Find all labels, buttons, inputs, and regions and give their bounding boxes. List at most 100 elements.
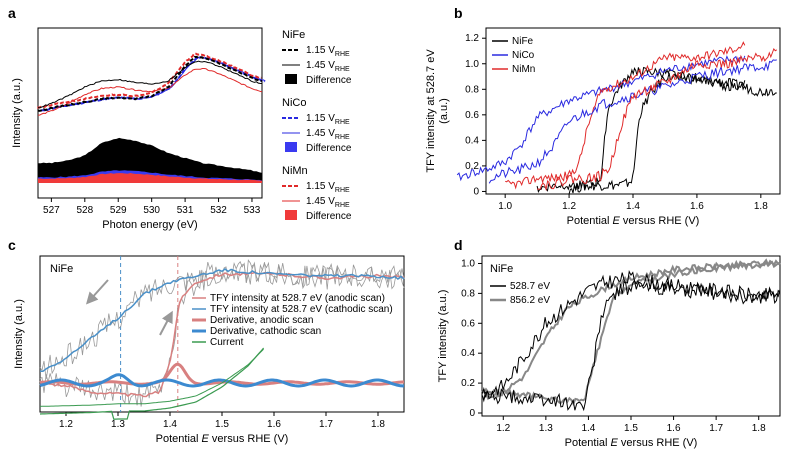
panel-b-ytick-label: 1.0 xyxy=(465,59,479,70)
panel-d-ylabel: TFY intensity (a.u.) xyxy=(437,290,449,383)
panel-b-xtick-label: 1.8 xyxy=(754,201,768,212)
panel-c-arrow-anodic xyxy=(159,310,173,336)
panel-c-legend-label: TFY intensity at 528.7 eV (anodic scan) xyxy=(210,293,385,304)
panel-a-legend-label: Difference xyxy=(306,143,352,154)
panel-b-letter: b xyxy=(454,5,463,21)
panel-d-xtick-label: 1.8 xyxy=(752,423,766,434)
panel-b-xtick-label: 1.4 xyxy=(626,201,640,212)
panel-c-ylabel: Intensity (a.u.) xyxy=(13,299,25,369)
panel-d-xtick-label: 1.4 xyxy=(581,423,595,434)
panel-a-letter: a xyxy=(8,5,16,21)
panel-a-xtick-label: 531 xyxy=(177,205,194,216)
panel-d-xtick-label: 1.2 xyxy=(496,423,510,434)
panel-a-nife-145 xyxy=(37,60,263,109)
panel-c-deriv-cathodic xyxy=(39,373,405,388)
panel-a-legend-label: 1.15 VRHE xyxy=(306,45,350,58)
panel-a-nimn-115 xyxy=(37,52,262,109)
panel-c-legend-label: Derivative, anodic scan xyxy=(210,315,313,326)
panel-d-ytick-label: 0.2 xyxy=(461,378,475,389)
panel-d-letter: d xyxy=(454,237,463,253)
panel-a-legend-group: NiFe xyxy=(282,29,305,41)
panel-a-xtick-label: 532 xyxy=(210,205,227,216)
panel-a-xtick-label: 530 xyxy=(143,205,160,216)
panel-a-legend-swatch xyxy=(285,74,297,84)
panel-a-xtick-label: 533 xyxy=(244,205,261,216)
panel-d-xtick-label: 1.3 xyxy=(539,423,553,434)
panel-b-ytick-label: 1.2 xyxy=(465,33,479,44)
panel-a-legend-label: 1.45 VRHE xyxy=(306,60,350,73)
panel-c-xtick-label: 1.6 xyxy=(267,419,281,430)
panel-c-xtick-label: 1.3 xyxy=(111,419,125,430)
panel-a-nife-115 xyxy=(37,55,263,112)
panel-b-ytick-label: 0.6 xyxy=(465,110,479,121)
panel-b-legend-label: NiMn xyxy=(512,64,535,75)
panel-b-series xyxy=(568,71,777,195)
panel-c-sample: NiFe xyxy=(50,263,73,275)
panel-a-xlabel: Photon energy (eV) xyxy=(102,219,197,231)
panel-a-xtick-label: 528 xyxy=(76,205,93,216)
panel-a-legend-swatch xyxy=(285,210,297,220)
panel-c-legend-label: TFY intensity at 528.7 eV (cathodic scan… xyxy=(210,304,393,315)
panel-c-xtick-label: 1.4 xyxy=(163,419,177,430)
panel-a-legend-label: Difference xyxy=(306,211,352,222)
panel-d-xlabel: Potential E versus RHE (V) xyxy=(565,437,698,449)
panel-a-legend-label: 1.45 VRHE xyxy=(306,196,350,209)
panel-a-xtick-label: 527 xyxy=(43,205,60,216)
panel-a-legend-swatch xyxy=(285,142,297,152)
panel-c-xtick-label: 1.7 xyxy=(319,419,333,430)
panel-b-ylabel: TFY intensity at 528.7 eV xyxy=(425,49,437,173)
panel-b-ytick-label: 0.8 xyxy=(465,84,479,95)
panel-c-legend-label: Current xyxy=(210,337,244,348)
panel-c-xtick-label: 1.8 xyxy=(371,419,385,430)
panel-b-xtick-label: 1.6 xyxy=(690,201,704,212)
panel-a-legend-label: 1.15 VRHE xyxy=(306,181,350,194)
panel-a-legend-label: 1.45 VRHE xyxy=(306,128,350,141)
panel-c-current-return xyxy=(39,348,264,407)
panel-b-xtick-label: 1.0 xyxy=(498,201,512,212)
panel-d-ytick-label: 0.4 xyxy=(461,348,475,359)
panel-c-xtick-label: 1.2 xyxy=(59,419,73,430)
panel-b-series xyxy=(488,59,777,184)
panel-b-ytick-label: 0.2 xyxy=(465,161,479,172)
panel-d-xtick-label: 1.5 xyxy=(624,423,638,434)
panel-d-ytick-label: 0.6 xyxy=(461,318,475,329)
panel-b-xlabel: Potential E versus RHE (V) xyxy=(567,215,700,227)
panel-c-tfy-anodic xyxy=(39,271,405,398)
panel-c-arrow-cathodic xyxy=(85,279,109,305)
panel-a-diff-nimn xyxy=(38,173,262,183)
panel-b-series-return xyxy=(505,41,746,190)
panel-b-series xyxy=(537,48,778,192)
panel-d-ytick-label: 0 xyxy=(469,408,475,419)
panel-a-xtick-label: 529 xyxy=(110,205,127,216)
panel-d-legend-label: 528.7 eV xyxy=(510,281,550,292)
panel-d-xtick-label: 1.7 xyxy=(709,423,723,434)
panel-b-legend-label: NiCo xyxy=(512,50,535,61)
panel-a-ylabel: Intensity (a.u.) xyxy=(11,78,23,148)
panel-d-legend-label: 856.2 eV xyxy=(510,295,550,306)
panel-d-528-anodic xyxy=(481,279,781,412)
panel-a-legend-label: 1.15 VRHE xyxy=(306,113,350,126)
panel-c-xlabel: Potential E versus RHE (V) xyxy=(156,433,289,445)
panel-d-sample: NiFe xyxy=(490,263,513,275)
panel-c-xtick-label: 1.5 xyxy=(215,419,229,430)
panel-a-legend-group: NiMn xyxy=(282,165,308,177)
panel-b-ytick-label: 0.4 xyxy=(465,135,479,146)
panel-b-xtick-label: 1.2 xyxy=(562,201,576,212)
panel-b-legend-label: NiFe xyxy=(512,36,534,47)
panel-b-ylabel-unit: (a.u.) xyxy=(438,98,450,124)
panel-a-frame xyxy=(37,27,263,199)
panel-d-528-cathodic xyxy=(481,269,781,403)
panel-b-ytick-label: 0 xyxy=(473,186,479,197)
panel-d-856-anodic xyxy=(481,260,781,407)
panel-c-letter: c xyxy=(8,237,16,253)
panel-b-series-return xyxy=(456,55,746,182)
panel-d-ytick-label: 0.8 xyxy=(461,288,475,299)
panel-c-legend-label: Derivative, cathodic scan xyxy=(210,326,321,337)
panel-c-current xyxy=(39,347,265,420)
panel-c-tfy-cathodic xyxy=(40,268,405,372)
panel-a-nimn-145 xyxy=(37,68,263,116)
panel-d-xtick-label: 1.6 xyxy=(667,423,681,434)
panel-a-diff-nife xyxy=(38,137,262,183)
panel-d-ytick-label: 1.0 xyxy=(461,258,475,269)
